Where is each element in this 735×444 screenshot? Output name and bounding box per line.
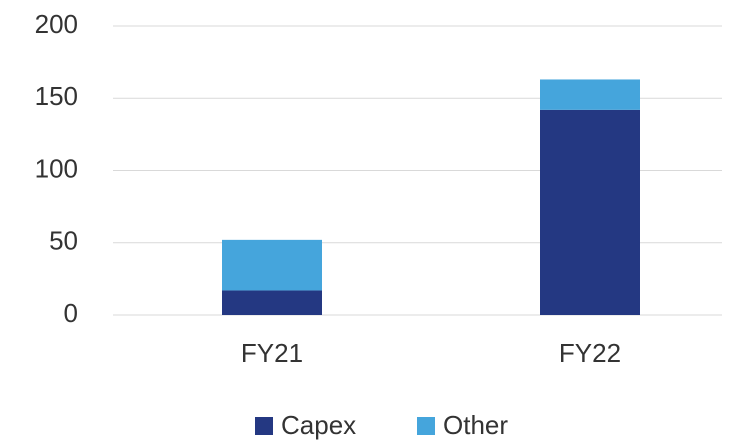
y-tick-label: 150 (35, 81, 78, 111)
bar-segment (540, 109, 640, 315)
legend-label: Other (443, 410, 508, 440)
y-tick-label: 200 (35, 9, 78, 39)
legend-label: Capex (281, 410, 356, 440)
x-tick-label: FY21 (241, 338, 303, 368)
y-tick-label: 100 (35, 153, 78, 183)
y-tick-label: 0 (64, 298, 78, 328)
bar-segment (222, 290, 322, 315)
legend-swatch (417, 417, 435, 435)
bar-segment (222, 239, 322, 291)
y-tick-label: 50 (49, 226, 78, 256)
legend-swatch (255, 417, 273, 435)
bar-segment (540, 79, 640, 110)
x-tick-label: FY22 (559, 338, 621, 368)
